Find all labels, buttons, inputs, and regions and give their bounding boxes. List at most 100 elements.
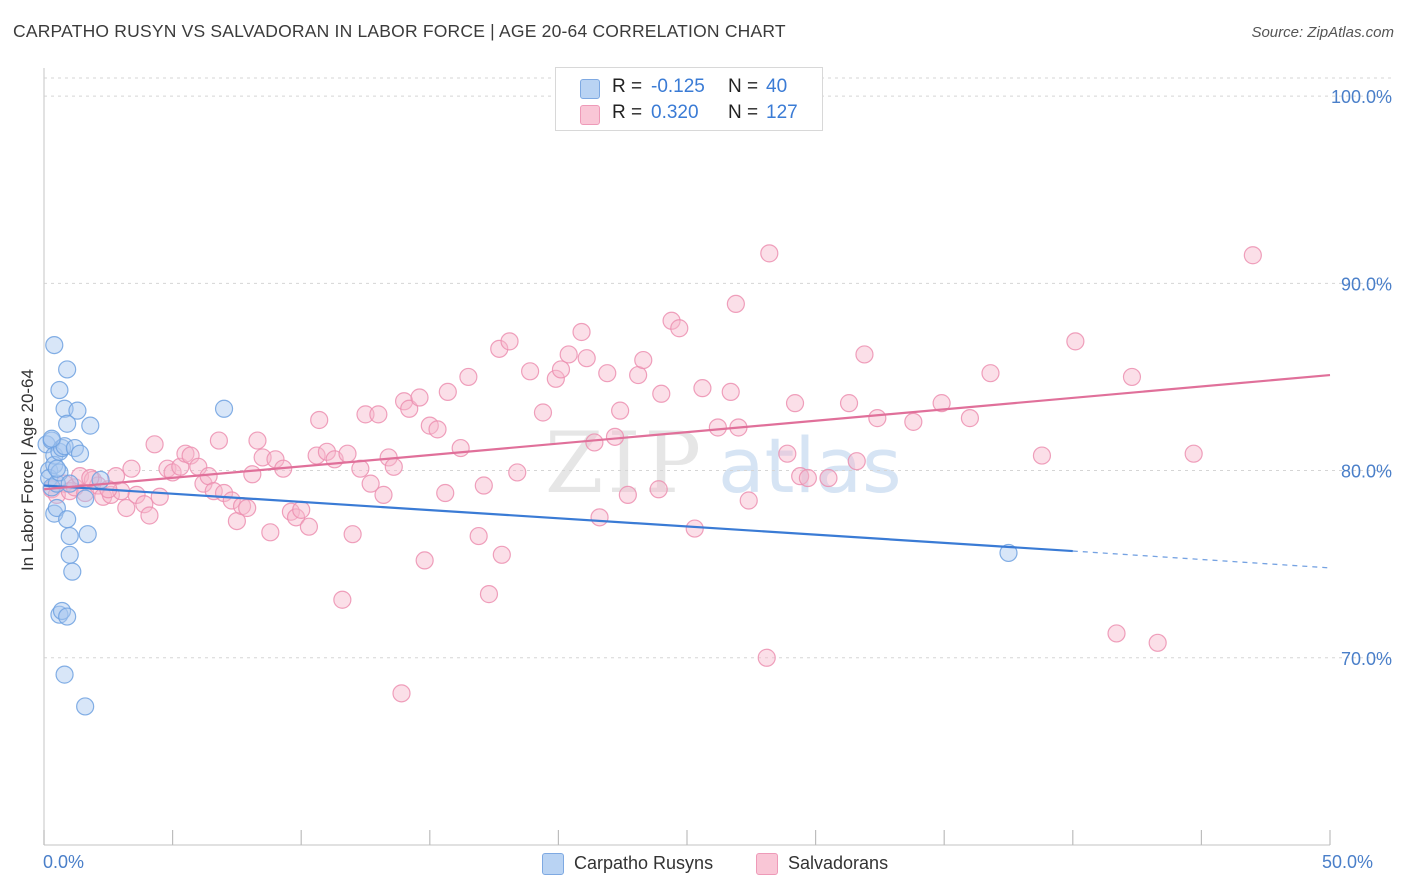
carpatho-point: [81, 416, 100, 435]
salvadoran-point: [618, 485, 637, 504]
y-tick-label: 100.0%: [1331, 87, 1392, 107]
salvadoran-point: [317, 442, 337, 461]
carpatho-point: [47, 459, 66, 478]
salvadoran-point: [521, 362, 540, 381]
legend-n-value: 40: [766, 76, 788, 97]
salvadoran-point: [469, 526, 488, 546]
legend-r-value: 0.320: [651, 102, 699, 123]
carpatho-point: [47, 498, 66, 518]
salvadoran-point: [932, 394, 951, 413]
salvadoran-point: [662, 311, 681, 330]
salvadoran-point: [551, 360, 571, 379]
salvadoran-point: [117, 498, 136, 518]
salvadoran-point: [590, 508, 609, 527]
salvadoran-point: [209, 431, 228, 450]
salvadoran-point: [299, 517, 319, 536]
salvadoran-point: [670, 319, 689, 338]
bottom-legend-label-carpatho: Carpatho Rusyns: [574, 853, 714, 873]
salvadoran-point: [479, 585, 499, 604]
salvadoran-point: [739, 491, 758, 510]
legend-n-label: N =: [728, 102, 759, 123]
salvadoran-point: [577, 349, 596, 368]
salvadoran-point: [415, 551, 434, 570]
salvadoran-point: [572, 322, 591, 342]
salvadoran-point: [685, 519, 704, 538]
salvadoran-point: [310, 410, 329, 430]
salvadoran-point: [1184, 444, 1203, 463]
salvadoran-point: [533, 403, 553, 422]
carpatho-point: [76, 489, 95, 508]
salvadoran-trendline: [43, 373, 1331, 491]
salvadoran-point: [546, 369, 565, 388]
salvadoran-point: [1032, 446, 1052, 465]
y-axis-label: In Labor Force | Age 20-64: [18, 369, 37, 571]
salvadoran-point: [708, 418, 727, 437]
carpatho-point: [58, 510, 77, 529]
salvadoran-point: [292, 500, 311, 519]
salvadoran-point: [757, 648, 776, 667]
salvadoran-point: [492, 545, 511, 564]
carpatho-point: [42, 429, 61, 448]
salvadoran-point: [868, 409, 887, 428]
carpatho-point: [68, 401, 87, 420]
carpatho-point: [50, 380, 69, 400]
salvadoran-point: [384, 457, 403, 476]
salvadoran-point: [451, 438, 470, 458]
x-tick-label-left: 0.0%: [43, 852, 85, 872]
carpatho-point: [60, 526, 79, 546]
salvadoran-point: [135, 495, 154, 514]
legend-swatch-carpatho: [580, 79, 600, 99]
carpatho-point: [52, 601, 72, 621]
salvadoran-point: [392, 684, 411, 703]
bottom-legend-label-salvadoran: Salvadorans: [788, 853, 889, 873]
carpatho-point: [58, 414, 77, 433]
salvadoran-point: [855, 345, 874, 364]
x-tick-label-right: 50.0%: [1322, 852, 1374, 872]
y-tick-label: 70.0%: [1341, 649, 1392, 669]
y-tick-label: 90.0%: [1341, 274, 1392, 294]
salvadoran-point: [1107, 624, 1126, 643]
salvadoran-point: [474, 476, 493, 495]
carpatho-point: [55, 665, 74, 684]
salvadoran-point: [243, 465, 262, 484]
salvadoran-point: [261, 523, 280, 542]
carpatho-point: [65, 438, 84, 458]
carpatho-point: [78, 525, 97, 544]
salvadoran-point: [459, 367, 478, 387]
salvadoran-point: [960, 409, 980, 428]
bottom-legend-swatch-salvadoran: [756, 853, 778, 875]
salvadoran-point: [778, 444, 797, 463]
carpatho-trendline: [43, 484, 1073, 553]
salvadoran-point: [598, 364, 617, 383]
carpatho-point: [76, 697, 95, 716]
salvadoran-point: [356, 405, 375, 424]
salvadoran-point: [343, 525, 362, 544]
salvadoran-point: [150, 487, 169, 506]
salvadoran-point: [338, 444, 357, 463]
carpatho-point: [58, 360, 77, 379]
salvadoran-point: [611, 401, 630, 420]
salvadoran-point: [634, 350, 653, 370]
salvadoran-point: [1148, 633, 1167, 652]
salvadoran-point: [605, 427, 625, 446]
salvadoran-point: [410, 388, 429, 407]
legend-n-label: N =: [728, 76, 759, 97]
salvadoran-point: [361, 474, 380, 493]
salvadoran-point: [785, 394, 805, 413]
salvadoran-point: [904, 412, 923, 431]
legend-row-carpatho: R = -0.125 N = 40: [556, 75, 822, 103]
salvadoran-point: [436, 483, 455, 503]
salvadoran-point: [585, 433, 604, 452]
salvadoran-point: [1243, 246, 1262, 265]
carpatho-point: [214, 399, 234, 418]
chart-title: CARPATHO RUSYN VS SALVADORAN IN LABOR FO…: [13, 21, 786, 41]
salvadoran-point: [438, 382, 457, 402]
salvadoran-point: [847, 452, 866, 471]
carpatho-point: [60, 545, 79, 564]
salvadoran-point: [839, 394, 859, 413]
legend-swatch-salvadoran: [580, 105, 600, 125]
carpatho-point: [70, 444, 90, 463]
carpatho-point: [999, 543, 1018, 563]
salvadoran-point: [500, 332, 519, 351]
